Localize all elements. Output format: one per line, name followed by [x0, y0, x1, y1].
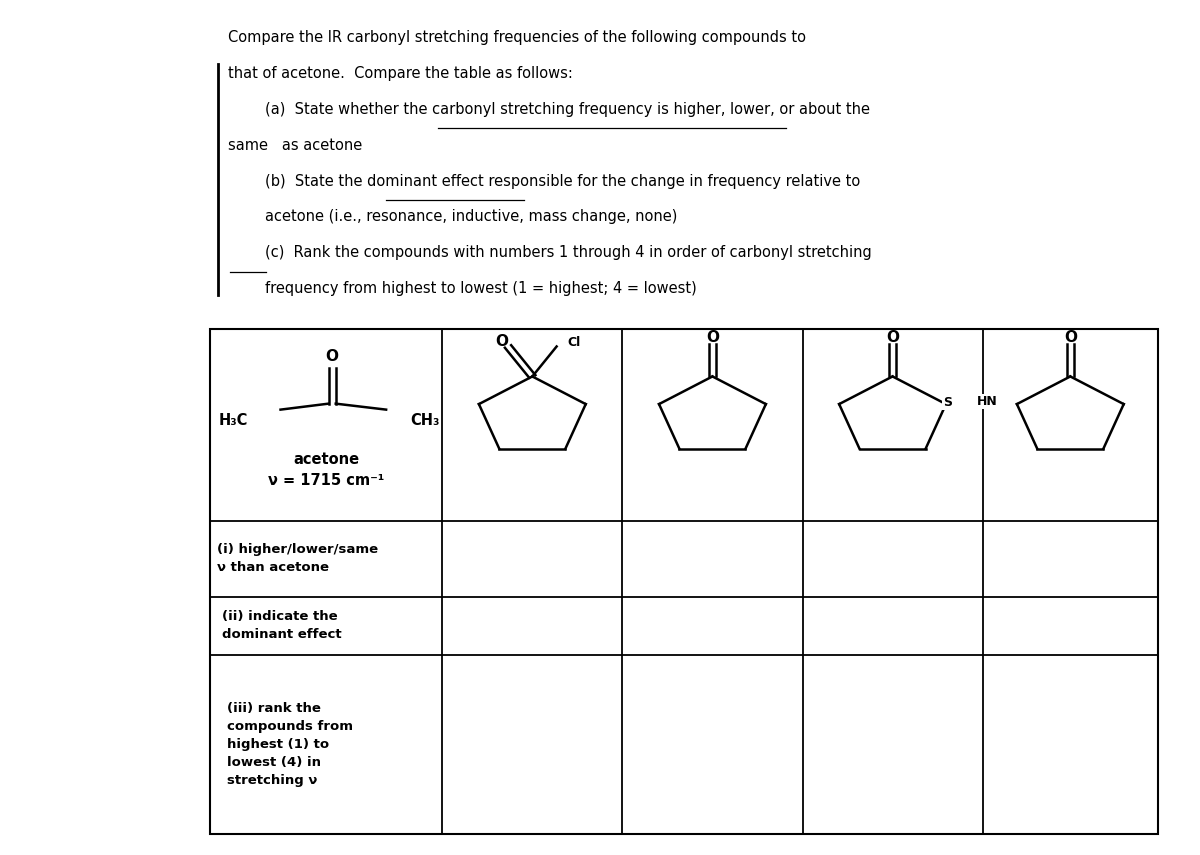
Text: CH₃: CH₃ [410, 413, 439, 428]
Text: H₃C: H₃C [218, 413, 248, 428]
Bar [210, 329, 1158, 834]
Text: acetone (i.e., resonance, inductive, mass change, none): acetone (i.e., resonance, inductive, mas… [228, 209, 677, 225]
Text: Cl: Cl [568, 336, 581, 349]
Text: (c)  Rank the compounds with numbers 1 through 4 in order of carbonyl stretching: (c) Rank the compounds with numbers 1 th… [228, 245, 871, 261]
Text: (i) higher/lower/same
ν than acetone: (i) higher/lower/same ν than acetone [217, 543, 378, 575]
Text: (iii) rank the
compounds from
highest (1) to
lowest (4) in
stretching ν: (iii) rank the compounds from highest (1… [227, 702, 353, 787]
Text: O: O [496, 333, 509, 349]
Text: (ii) indicate the
dominant effect: (ii) indicate the dominant effect [222, 610, 342, 641]
Text: (b)  State the dominant effect responsible for the change in frequency relative : (b) State the dominant effect responsibl… [228, 174, 860, 189]
Text: HN: HN [977, 395, 997, 408]
Text: S: S [943, 396, 952, 409]
Text: that of acetone.  Compare the table as follows:: that of acetone. Compare the table as fo… [228, 66, 572, 81]
Text: O: O [886, 330, 899, 345]
Text: O: O [325, 349, 338, 364]
Text: ν = 1715 cm⁻¹: ν = 1715 cm⁻¹ [268, 473, 384, 488]
Text: Compare the IR carbonyl stretching frequencies of the following compounds to: Compare the IR carbonyl stretching frequ… [228, 30, 806, 45]
Text: O: O [706, 330, 719, 345]
Text: same   as acetone: same as acetone [228, 138, 362, 153]
Text: O: O [1064, 330, 1076, 345]
Text: frequency from highest to lowest (1 = highest; 4 = lowest): frequency from highest to lowest (1 = hi… [228, 281, 697, 297]
Text: (a)  State whether the carbonyl stretching frequency is higher, lower, or about : (a) State whether the carbonyl stretchin… [228, 102, 870, 117]
Text: acetone: acetone [293, 451, 359, 467]
